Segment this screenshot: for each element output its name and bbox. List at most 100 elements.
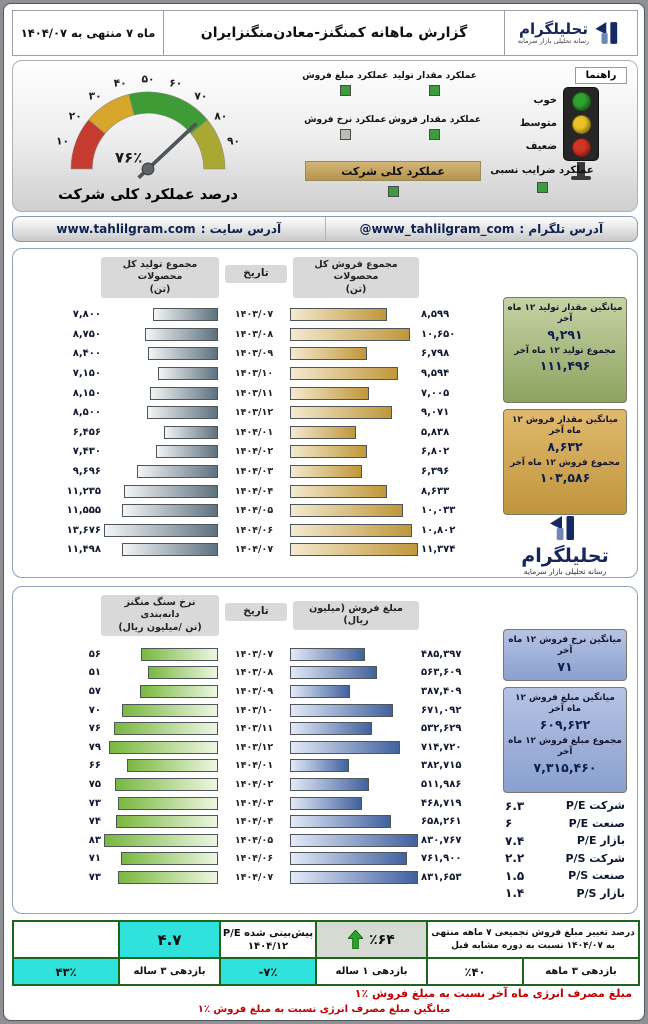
right-bar-area [290, 367, 418, 381]
right-bar-value: ۶۷۱,۰۹۲ [421, 704, 462, 716]
left-bar-area [104, 465, 218, 479]
right-bar-value: ۸,۵۹۹ [421, 309, 450, 321]
telegram-link[interactable]: آدرس تلگرام : @www_tahlilgram_com [324, 217, 638, 241]
legend-item-label: عملکرد مقدار تولید [392, 71, 477, 81]
chart-row: ۷,۴۳۰ ۱۴۰۴/۰۲ ۶,۸۰۲ [43, 442, 495, 462]
left-bar [104, 523, 218, 537]
sales-change-value: ٪۶۴ [369, 931, 395, 948]
summary-table: ۴.۷ P/E پیش‌بینی شده ۱۴۰۴/۱۲ ٪۶۴ درصد تغ… [12, 920, 640, 986]
left-bar-value: ۸,۷۵۰ [72, 328, 101, 340]
left-bar-value: ۷,۸۰۰ [72, 309, 101, 321]
left-bar [117, 796, 218, 810]
ratio-value: ۷.۴ [505, 833, 525, 848]
site-link[interactable]: آدرس سایت : www.tahlilgram.com [13, 217, 325, 241]
right-bar [290, 425, 356, 439]
left-bar-value: ۸۳ [88, 834, 101, 846]
sales-amount-header: مبلغ فروش (میلیون ریال) [293, 601, 419, 630]
right-bar [290, 684, 350, 698]
right-bar [290, 852, 408, 866]
energy-footnote-average: میانگین مبلغ مصرف انرژی نسبت به مبلغ فرو… [197, 1004, 451, 1015]
right-bar-area [290, 347, 418, 361]
legend-item-swatch [429, 85, 441, 96]
right-bar-area [290, 523, 418, 537]
right-bar [290, 347, 367, 361]
ratio-row: ۱.۵ P/S صنعت [503, 867, 627, 885]
stat-value: ۱۱۱,۴۹۶ [539, 358, 591, 374]
telegram-label: آدرس تلگرام : [519, 222, 604, 236]
left-bar-value: ۵۱ [88, 667, 101, 679]
brand-name: تحلیلگرام [519, 19, 589, 38]
date-header-1: تاریخ [225, 265, 287, 283]
right-bar-area [290, 777, 418, 791]
relative-performance-label: عملکرد ضرایب نسبی [490, 165, 594, 176]
right-bar-value: ۸۳۱,۶۵۳ [421, 871, 462, 883]
chart-row: ۷۰ ۱۴۰۳/۱۰ ۶۷۱,۰۹۲ [43, 701, 495, 720]
overall-performance-bar: عملکرد کلی شرکت [305, 161, 481, 181]
right-bar-area [290, 852, 418, 866]
right-bar [290, 465, 362, 479]
stat-label: میانگین مقدار تولید ۱۲ ماه آخر [507, 303, 623, 325]
right-bar [290, 796, 363, 810]
brand-box: تحلیلگرام رسانه تحلیلی بازار سرمایه [504, 10, 638, 56]
chart-row: ۷۴ ۱۴۰۴/۰۴ ۶۵۸,۲۶۱ [43, 812, 495, 831]
left-bar-area [104, 777, 218, 791]
left-bar-area [104, 815, 218, 829]
right-bar [290, 484, 388, 498]
guide-level-label: خوب [533, 95, 557, 106]
overall-performance: عملکرد کلی شرکت [305, 161, 481, 197]
right-bar-value: ۶,۳۹۶ [421, 466, 450, 478]
ratio-scope: شرکت [589, 851, 625, 865]
right-bar-value: ۶,۸۰۲ [421, 446, 450, 458]
ratio-value: ۲.۲ [505, 851, 525, 866]
left-bar-value: ۷۰ [88, 704, 101, 716]
chart-row: ۶۶ ۱۴۰۴/۰۱ ۳۸۲,۷۱۵ [43, 757, 495, 776]
row-date: ۱۴۰۴/۰۵ [234, 505, 274, 517]
left-bar-value: ۱۱,۲۳۵ [66, 485, 101, 497]
guide-title: راهنما [575, 67, 627, 84]
chart-row: ۱۳,۶۷۶ ۱۴۰۴/۰۶ ۱۰,۸۰۲ [43, 521, 495, 541]
row-date: ۱۴۰۴/۰۷ [234, 871, 274, 883]
gauge-tick-50: ۵۰ [141, 72, 154, 85]
right-bar-area [290, 543, 418, 557]
row-date: ۱۴۰۴/۰۶ [234, 853, 274, 865]
report-title: گزارش ماهانه کمنگنز-معادن‌منگنزایران [163, 10, 505, 56]
ratio-value: ۱.۵ [505, 868, 525, 883]
traffic-light [563, 87, 599, 161]
site-url[interactable]: www.tahlilgram.com [56, 222, 196, 236]
sales-amount-stats-box: میانگین مبلغ فروش ۱۲ ماه آخر ۶۰۹,۶۲۲ مجموع… [503, 687, 627, 793]
right-bar [290, 815, 392, 829]
row-date: ۱۴۰۴/۰۷ [234, 544, 274, 556]
rate-stats-box: میانگین نرخ فروش ۱۲ ماه آخر ۷۱ [503, 629, 627, 681]
brand-subtitle: رسانه تحلیلی بازار سرمایه [523, 566, 607, 576]
right-bar-value: ۶۵۸,۲۶۱ [421, 816, 462, 828]
left-bar-value: ۷۹ [88, 741, 101, 753]
report-period: ماه ۷ منتهی به ۱۴۰۴/۰۷ [12, 10, 164, 56]
pe-ps-ratios: ۶.۳ P/E شرکت ۶ P/E صنعت ۷.۴ P/E بازار ۲.۲ P/S ش… [503, 797, 627, 902]
left-bar [120, 852, 218, 866]
right-bar-value: ۵۱۱,۹۸۶ [421, 778, 462, 790]
left-bar-value: ۷,۱۵۰ [72, 368, 101, 380]
row-date: ۱۴۰۳/۱۱ [234, 387, 274, 399]
right-bar-value: ۶,۷۹۸ [421, 348, 450, 360]
row-date: ۱۴۰۴/۰۱ [234, 426, 274, 438]
stat-label: میانگین مبلغ فروش ۱۲ ماه آخر [515, 693, 615, 715]
right-bar [290, 666, 377, 680]
legend-item-label: عملکرد مبلغ فروش [302, 71, 389, 81]
chart-row: ۱۱,۵۵۵ ۱۴۰۴/۰۵ ۱۰,۰۳۳ [43, 501, 495, 521]
right-bar-value: ۸,۶۳۳ [421, 485, 450, 497]
left-bar-area [104, 833, 218, 847]
left-bar-area [104, 852, 218, 866]
left-bar [137, 465, 218, 479]
legend-item-label: عملکرد مقدار فروش [388, 115, 481, 125]
left-bar [164, 425, 218, 439]
legend-item-swatch [339, 129, 351, 140]
right-bar [290, 722, 372, 736]
relative-performance: عملکرد ضرایب نسبی [479, 165, 605, 193]
production-header-line1: مجموع تولید کل محصولات [122, 259, 198, 283]
right-bar-value: ۳۸۲,۷۱۵ [421, 760, 462, 772]
ratio-metric: P/S [576, 886, 597, 900]
ratio-scope: بازار [600, 834, 625, 848]
left-bar-area [104, 308, 218, 322]
left-bar-value: ۷۳ [88, 797, 101, 809]
telegram-handle[interactable]: @www_tahlilgram_com [359, 222, 515, 236]
